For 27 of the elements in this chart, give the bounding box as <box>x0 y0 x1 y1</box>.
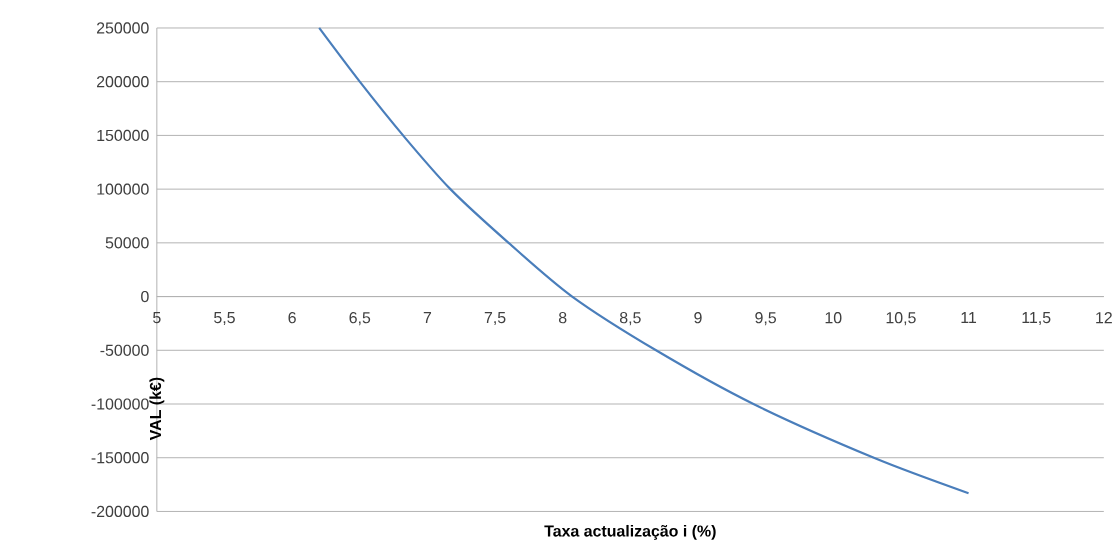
y-tick-label: 50000 <box>105 237 149 249</box>
x-tick-label: 9,5 <box>755 311 777 326</box>
x-tick-label: 10,5 <box>886 311 916 326</box>
y-tick-label: -50000 <box>100 344 149 356</box>
y-tick-label: 250000 <box>96 22 149 34</box>
x-tick-label: 11 <box>961 311 977 323</box>
x-tick-label: 6,5 <box>349 311 371 326</box>
y-tick-label: 150000 <box>97 129 149 141</box>
y-tick-label: 100000 <box>97 183 149 195</box>
x-tick-label: 8 <box>558 311 567 324</box>
x-tick-label: 12 <box>1096 311 1112 323</box>
x-tick-label: 5 <box>153 311 161 323</box>
y-tick-label: -100000 <box>91 398 149 410</box>
x-tick-label: 10 <box>825 311 842 324</box>
x-tick-label: 5,5 <box>214 311 235 325</box>
y-tick-label: 0 <box>141 290 149 302</box>
x-tick-label: 8,5 <box>619 311 641 326</box>
y-tick-label: 200000 <box>96 75 149 88</box>
y-tick-label: -150000 <box>91 451 149 464</box>
x-tick-label: 6 <box>288 311 296 324</box>
y-tick-label: -200000 <box>91 505 149 517</box>
x-tick-label: 9 <box>694 311 702 324</box>
x-tick-label: 11,5 <box>1022 311 1051 325</box>
x-tick-label: 7 <box>423 311 432 323</box>
x-axis-title: Taxa actualização i (%) <box>544 524 716 540</box>
y-axis-title: VAL (k€) <box>149 377 165 440</box>
x-tick-label: 7,5 <box>484 311 506 325</box>
